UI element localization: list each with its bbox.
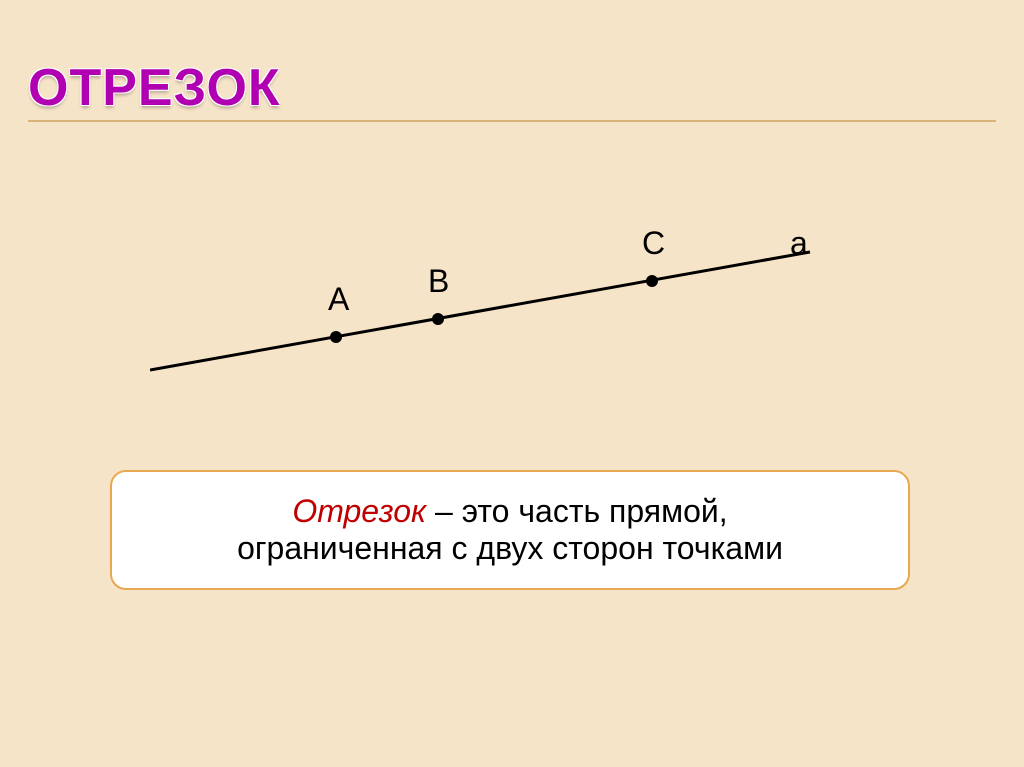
segment-diagram: А В Са bbox=[150, 200, 850, 400]
slide-title: ОТРЕЗОК bbox=[28, 58, 281, 118]
point-В bbox=[432, 313, 444, 325]
definition-box: Отрезок – это часть прямой, ограниченная… bbox=[110, 470, 910, 590]
title-underline bbox=[28, 120, 996, 122]
point-А bbox=[330, 331, 342, 343]
point-С bbox=[646, 275, 658, 287]
definition-after-term: – это часть прямой, bbox=[426, 493, 728, 529]
definition-line-1: Отрезок – это часть прямой, bbox=[292, 493, 727, 530]
point-label-В: В bbox=[428, 263, 449, 299]
line-name-label: а bbox=[790, 225, 808, 261]
slide: ОТРЕЗОК А В Са Отрезок – это часть прямой,… bbox=[0, 0, 1024, 767]
definition-term: Отрезок bbox=[292, 493, 426, 529]
definition-line-2: ограниченная с двух сторон точками bbox=[237, 530, 783, 567]
line-a bbox=[150, 252, 810, 370]
point-label-А: А bbox=[328, 281, 350, 317]
point-label-С: С bbox=[642, 225, 665, 261]
